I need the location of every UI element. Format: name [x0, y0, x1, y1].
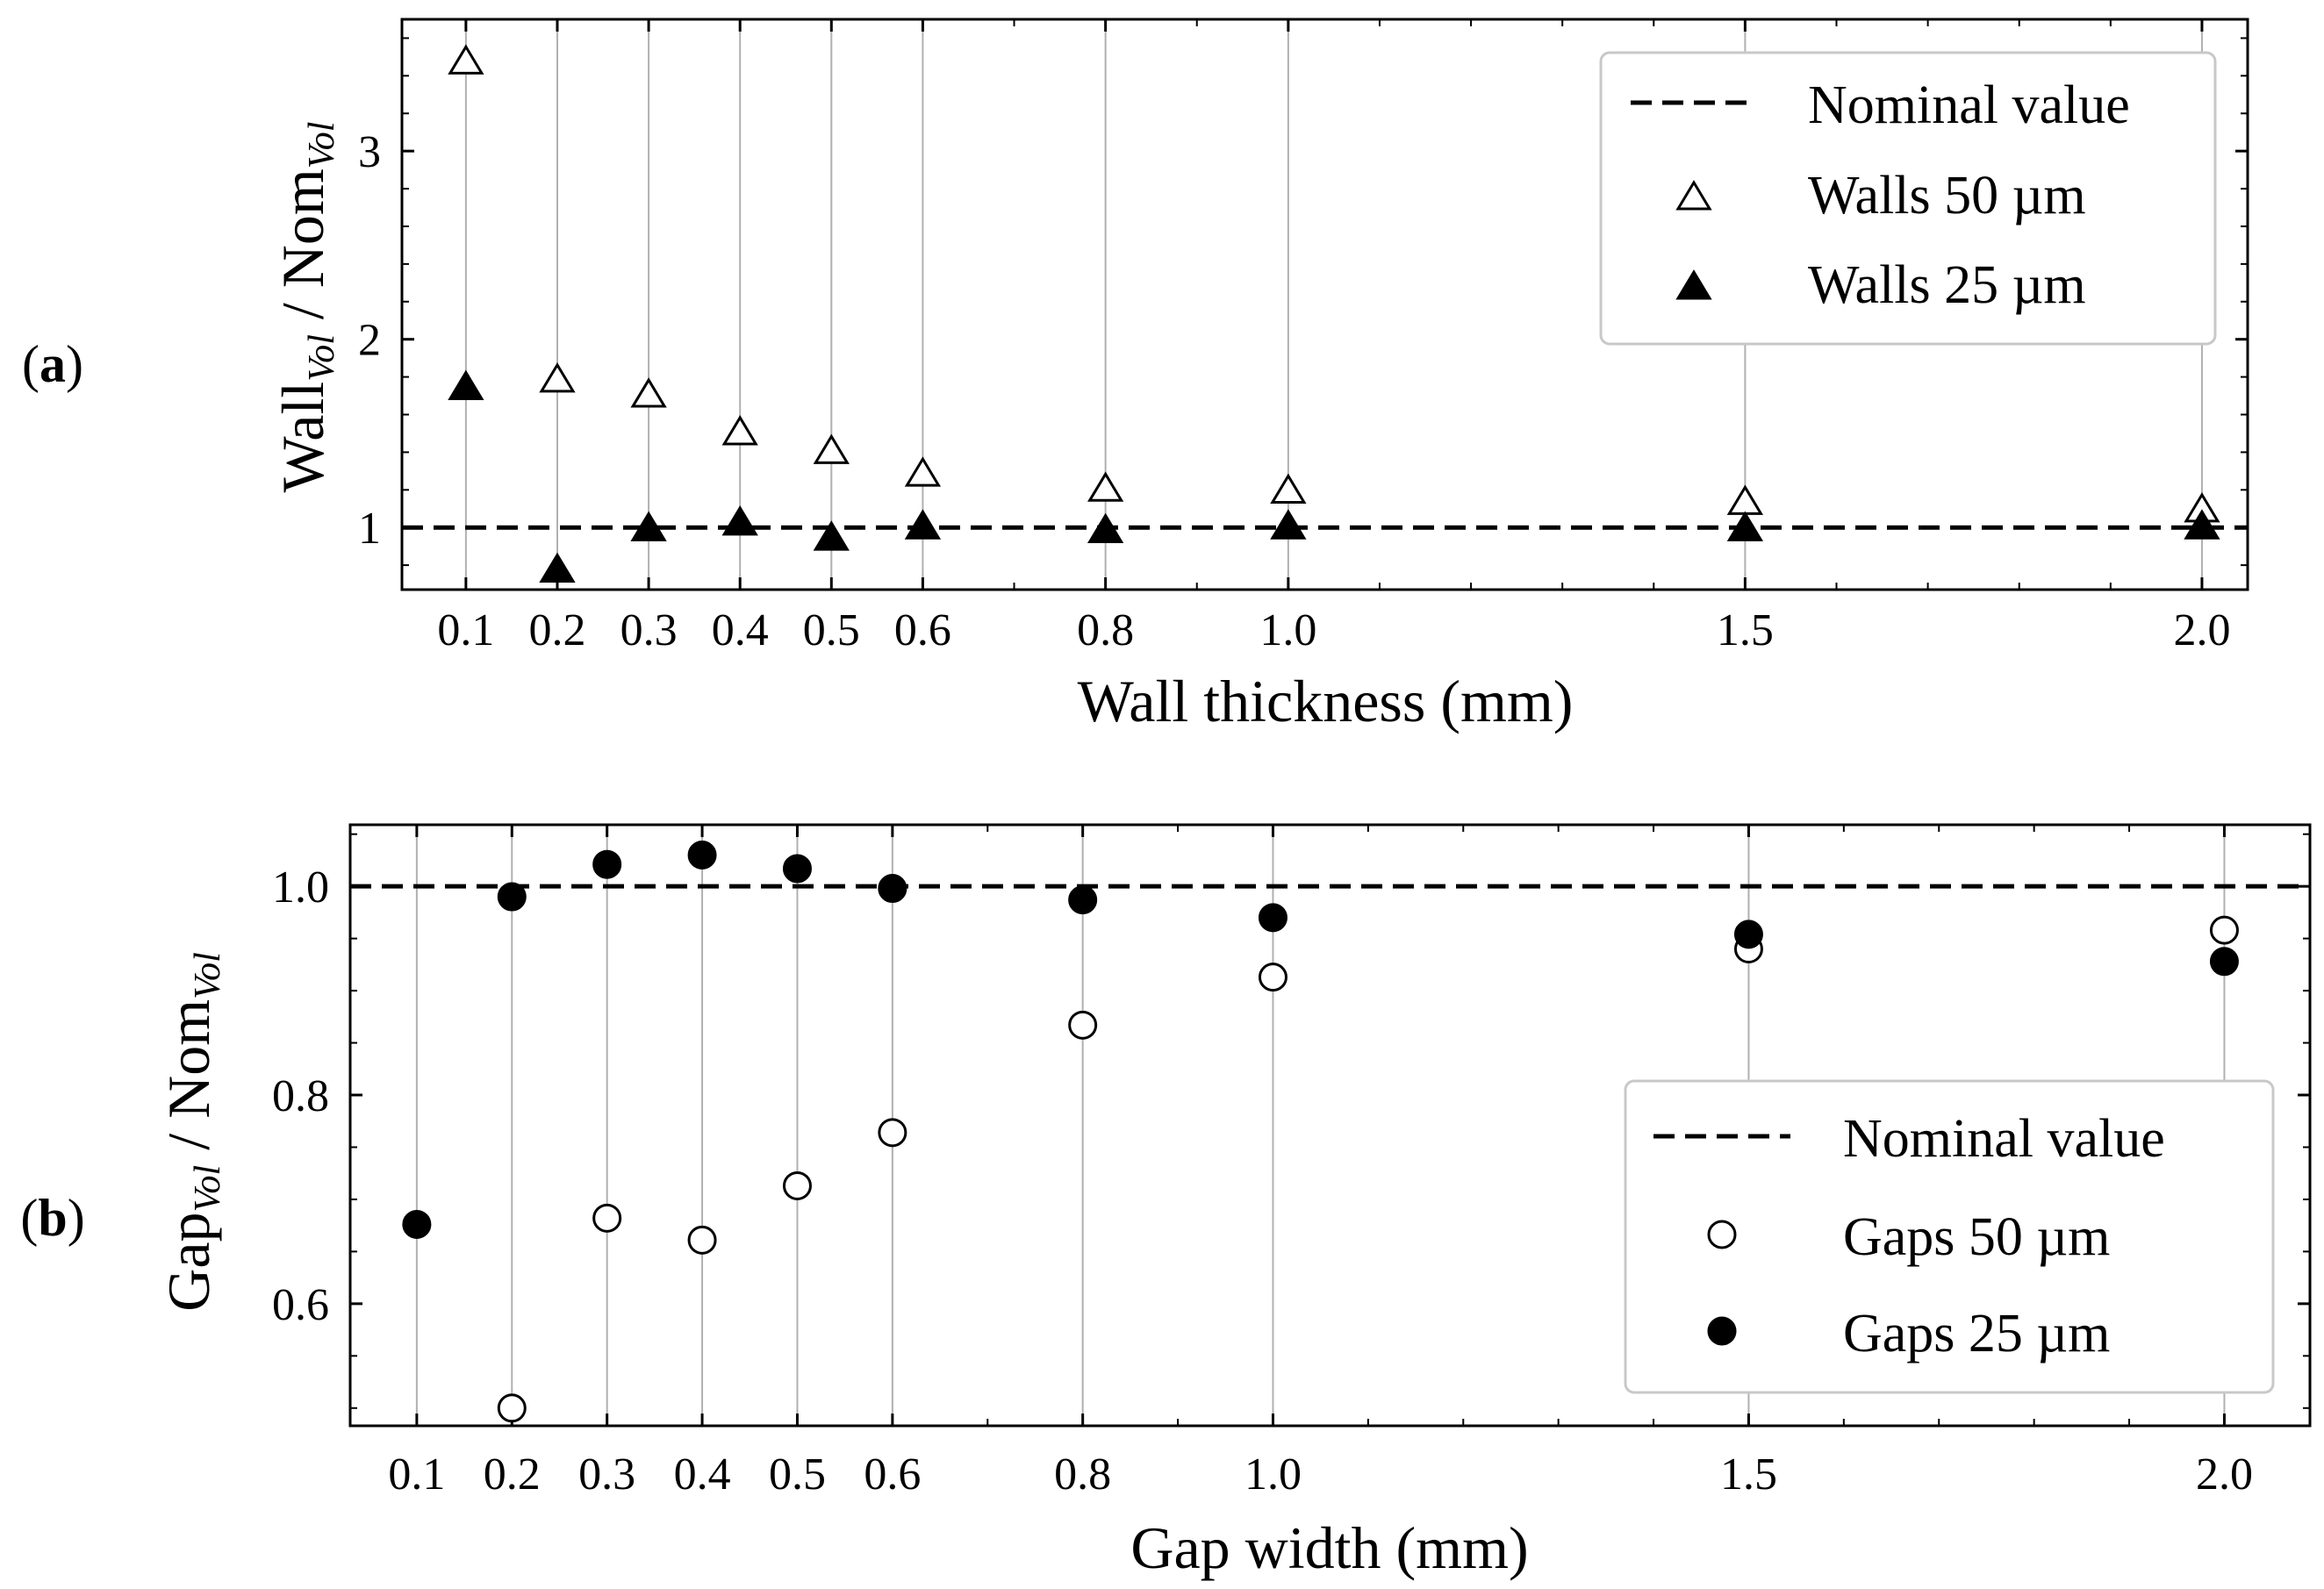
open-circle-point	[1258, 963, 1288, 992]
filled-triangle-point	[1726, 511, 1764, 541]
legend-walls-25-label: Walls 25 µm	[1808, 255, 2086, 315]
panel-b-x-axis-label: Gap width (mm)	[1130, 1514, 1528, 1581]
legend-walls-50-marker	[1675, 180, 1712, 211]
legend-gaps-50-marker	[1707, 1220, 1737, 1249]
open-circle-point	[497, 1393, 527, 1423]
legend-nominal-label: Nominal value	[1808, 75, 2130, 135]
open-triangle-point	[1726, 484, 1764, 515]
open-triangle-point	[630, 377, 667, 408]
legend-walls-25-marker	[1675, 269, 1712, 300]
open-circle-point	[592, 1203, 622, 1233]
x-tick-label: 0.8	[1077, 605, 1134, 655]
panel-a-legend: Nominal value Walls 50 µm Walls 25 µm	[1599, 51, 2217, 346]
filled-triangle-point	[630, 511, 667, 541]
x-tick-label: 0.5	[803, 605, 860, 655]
filled-circle-point	[592, 849, 622, 879]
panel-a-chart: (a) 0.1 0.2 0.3 0.4 0.5 0.6 0.8 1.0 1.5 2.0 1 2 3 Wa…	[22, 18, 2249, 734]
x-tick-label: 2.0	[2173, 605, 2230, 655]
x-tick-label: 0.6	[894, 605, 951, 655]
open-circle-point	[687, 1225, 717, 1255]
x-tick-label: 1.5	[1717, 605, 1774, 655]
panel-a-legend-box	[1599, 51, 2217, 346]
open-circle-point	[878, 1118, 907, 1148]
legend-gaps-50-label: Gaps 50 µm	[1843, 1207, 2110, 1267]
open-triangle-point	[1087, 471, 1124, 502]
panel-a-plot-frame	[400, 18, 2249, 591]
panel-b-legend-box	[1624, 1079, 2275, 1394]
x-tick-label: 0.3	[578, 1449, 635, 1500]
x-tick-label: 0.6	[864, 1449, 921, 1500]
open-triangle-point	[448, 44, 484, 75]
panel-b-legend: Nominal value Gaps 50 µm Gaps 25 µm	[1624, 1079, 2275, 1394]
x-tick-label: 0.1	[388, 1449, 445, 1500]
open-triangle-point	[904, 456, 942, 487]
filled-triangle-point	[1087, 512, 1124, 543]
x-tick-label: 0.4	[712, 605, 769, 655]
x-tick-label: 0.1	[437, 605, 494, 655]
open-circle-point	[1068, 1010, 1098, 1040]
filled-circle-point	[782, 854, 812, 884]
filled-circle-point	[2209, 947, 2239, 977]
filled-circle-point	[1258, 903, 1288, 933]
filled-triangle-point	[904, 509, 942, 540]
filled-triangle-point	[2184, 509, 2220, 540]
open-triangle-point	[721, 415, 758, 446]
open-triangle-point	[813, 433, 850, 464]
y-tick-label: 1.0	[272, 862, 329, 913]
y-tick-label: 1	[358, 504, 381, 554]
y-tick-label: 2	[358, 316, 381, 366]
panel-b-label: (b)	[20, 1189, 84, 1247]
open-triangle-point	[539, 361, 576, 393]
filled-triangle-point	[448, 369, 484, 400]
open-circle-point	[2209, 915, 2239, 945]
panel-b-y-axis-label: GapVol / NomVol	[155, 952, 228, 1312]
legend-gaps-25-marker	[1707, 1316, 1737, 1346]
y-tick-label: 3	[358, 127, 381, 177]
filled-circle-point	[878, 874, 907, 904]
x-tick-label: 0.8	[1054, 1449, 1111, 1500]
panel-a-ticks: 0.1 0.2 0.3 0.4 0.5 0.6 0.8 1.0 1.5 2.0 1 2 3	[358, 19, 2248, 655]
filled-circle-point	[497, 882, 527, 912]
x-tick-label: 0.5	[769, 1449, 826, 1500]
filled-triangle-point	[813, 520, 850, 551]
panel-a-data-points	[448, 44, 2220, 583]
filled-triangle-point	[721, 505, 758, 536]
x-tick-label: 0.3	[620, 605, 678, 655]
x-tick-label: 0.4	[674, 1449, 731, 1500]
legend-gaps-25-label: Gaps 25 µm	[1843, 1304, 2110, 1364]
legend-walls-50-label: Walls 50 µm	[1808, 166, 2086, 225]
panel-b-chart: (b) 0.1 0.2 0.3 0.4 0.5 0.6 0.8 1.0 1.5 2.0 0.6 0.8…	[20, 823, 2312, 1581]
x-tick-label: 1.0	[1259, 605, 1316, 655]
panel-a-x-axis-label: Wall thickness (mm)	[1078, 668, 1574, 734]
filled-circle-point	[687, 840, 717, 870]
panel-b-data-points	[402, 840, 2239, 1423]
x-tick-label: 0.2	[484, 1449, 541, 1500]
filled-triangle-point	[539, 552, 576, 583]
x-tick-label: 1.0	[1244, 1449, 1302, 1500]
x-tick-label: 1.5	[1720, 1449, 1777, 1500]
open-circle-point	[782, 1170, 812, 1200]
legend-nominal-label-b: Nominal value	[1843, 1109, 2165, 1169]
filled-triangle-point	[1270, 509, 1307, 540]
panel-b-ticks: 0.1 0.2 0.3 0.4 0.5 0.6 0.8 1.0 1.5 2.0 0.6 0.8 1.0	[272, 825, 2310, 1500]
y-tick-label: 0.6	[272, 1280, 329, 1330]
open-triangle-point	[1270, 473, 1307, 504]
panel-a-y-axis-label: WallVol / NomVol	[269, 122, 342, 493]
filled-circle-point	[1068, 885, 1098, 915]
filled-circle-point	[402, 1209, 432, 1239]
x-tick-label: 0.2	[528, 605, 585, 655]
panel-a-label: (a)	[22, 335, 83, 393]
filled-circle-point	[1733, 920, 1763, 949]
x-tick-label: 2.0	[2196, 1449, 2253, 1500]
y-tick-label: 0.8	[272, 1071, 329, 1121]
panel-b-plot-frame	[348, 823, 2312, 1428]
